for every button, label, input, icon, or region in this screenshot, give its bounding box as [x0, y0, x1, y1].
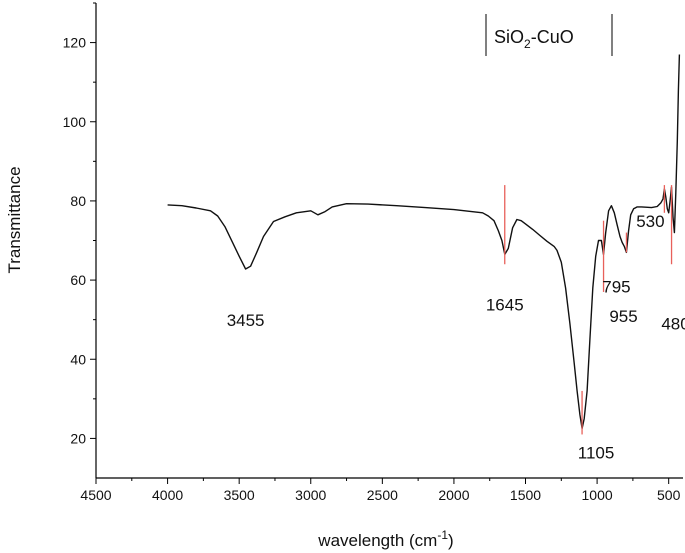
y-tick-label: 100 [63, 114, 87, 130]
y-tick-label: 20 [70, 430, 86, 446]
y-tick-label: 80 [70, 193, 86, 209]
legend-entry: SiO2-CuO [494, 27, 574, 51]
legend-subscript: 2 [524, 37, 531, 51]
x-tick-label: 2000 [438, 487, 469, 503]
peak-label: 480 [661, 314, 685, 333]
x-tick-label: 3000 [295, 487, 326, 503]
legend-main-text: SiO [494, 27, 524, 47]
transmittance-line [167, 54, 681, 430]
x-axis-title-close: ) [448, 531, 454, 550]
x-tick-label: 4000 [152, 487, 183, 503]
peak-label: 955 [609, 307, 637, 326]
x-axis-title-main: wavelength (cm [317, 531, 437, 550]
series-group [167, 54, 681, 430]
legend-rest-text: -CuO [531, 27, 574, 47]
peak-label: 3455 [227, 311, 265, 330]
axes-group: 4500 4000 3500 3000 2500 2000 1500 1000 500 20 40 6… [63, 2, 683, 503]
peak-label: 1645 [486, 295, 524, 314]
y-axis-title: Transmittance [5, 166, 24, 273]
x-tick-label: 3500 [224, 487, 255, 503]
y-tick-label: 60 [70, 272, 86, 288]
peak-label: 795 [602, 277, 630, 296]
peak-markers-group [504, 185, 673, 435]
legend: SiO2-CuO [485, 14, 613, 56]
peak-label: 530 [636, 212, 664, 231]
y-tick-label: 120 [63, 35, 87, 51]
peak-label: 1105 [578, 443, 615, 462]
x-axis-title-superscript: -1 [437, 528, 448, 542]
x-tick-label: 500 [657, 487, 681, 503]
x-tick-label: 1500 [510, 487, 541, 503]
x-tick-label: 1000 [582, 487, 613, 503]
x-axis-title: wavelength (cm-1) [317, 528, 453, 550]
x-tick-label: 4500 [80, 487, 111, 503]
y-tick-label: 40 [70, 351, 86, 367]
peak-labels-group: 3455 1645 1105 955 795 530 480 [227, 212, 685, 463]
x-tick-label: 2500 [367, 487, 398, 503]
